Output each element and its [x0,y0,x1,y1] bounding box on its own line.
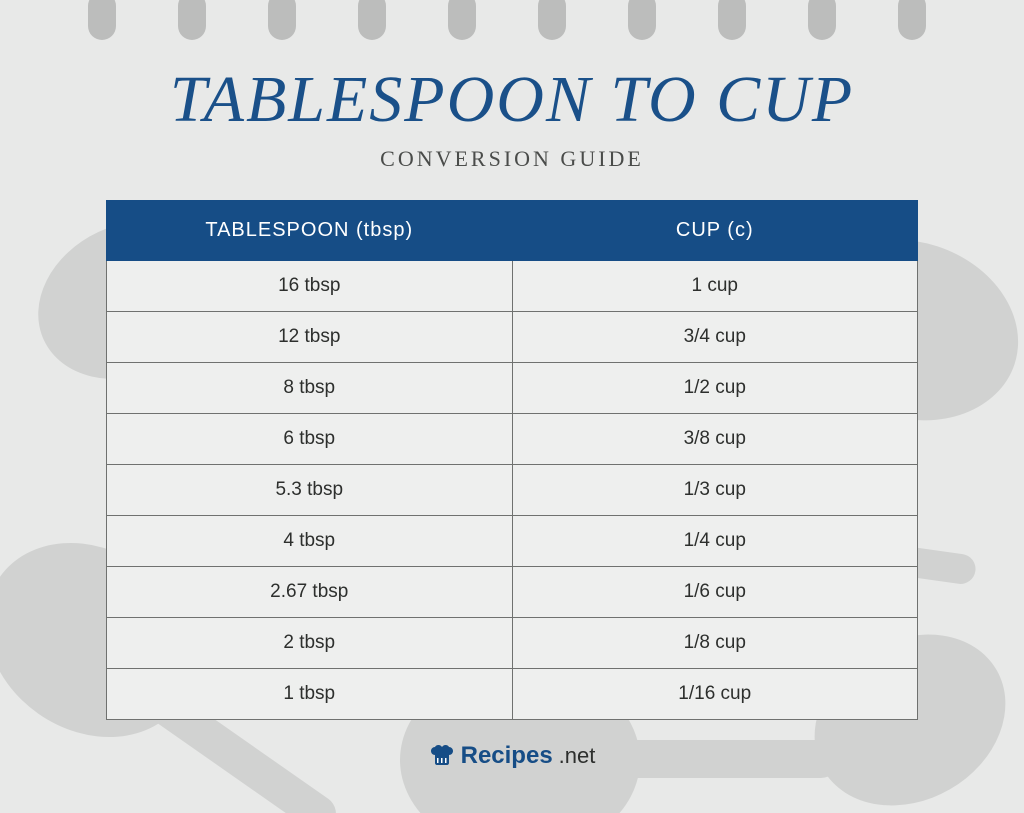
cell-tbsp: 8 tbsp [107,363,513,414]
cell-tbsp: 16 tbsp [107,261,513,312]
cell-tbsp: 2.67 tbsp [107,567,513,618]
cell-tbsp: 12 tbsp [107,312,513,363]
brand-name: Recipes [461,742,553,770]
table-row: 1 tbsp1/16 cup [107,669,918,720]
table-row: 2.67 tbsp1/6 cup [107,567,918,618]
cell-tbsp: 1 tbsp [107,669,513,720]
table-row: 4 tbsp1/4 cup [107,516,918,567]
cell-tbsp: 2 tbsp [107,618,513,669]
cell-cup: 1/6 cup [512,567,918,618]
cell-cup: 1/4 cup [512,516,918,567]
col-header-cup: CUP (c) [512,201,918,261]
cell-cup: 1/8 cup [512,618,918,669]
cell-cup: 3/8 cup [512,414,918,465]
col-header-tbsp: TABLESPOON (tbsp) [107,201,513,261]
cell-cup: 3/4 cup [512,312,918,363]
page-title: TABLESPOON TO CUP [0,62,1024,138]
cell-cup: 1/2 cup [512,363,918,414]
table-row: 6 tbsp3/8 cup [107,414,918,465]
table-row: 2 tbsp1/8 cup [107,618,918,669]
table-row: 16 tbsp1 cup [107,261,918,312]
cell-cup: 1 cup [512,261,918,312]
table-row: 5.3 tbsp1/3 cup [107,465,918,516]
cell-cup: 1/3 cup [512,465,918,516]
brand-logo: Recipes.net [429,742,596,770]
conversion-table: TABLESPOON (tbsp) CUP (c) 16 tbsp1 cup 1… [106,200,918,720]
cell-cup: 1/16 cup [512,669,918,720]
cell-tbsp: 5.3 tbsp [107,465,513,516]
brand-suffix: .net [559,743,596,769]
cell-tbsp: 6 tbsp [107,414,513,465]
cell-tbsp: 4 tbsp [107,516,513,567]
page-subtitle: CONVERSION GUIDE [0,146,1024,172]
table-header-row: TABLESPOON (tbsp) CUP (c) [107,201,918,261]
table-row: 12 tbsp3/4 cup [107,312,918,363]
chef-hat-icon [429,745,455,767]
table-row: 8 tbsp1/2 cup [107,363,918,414]
